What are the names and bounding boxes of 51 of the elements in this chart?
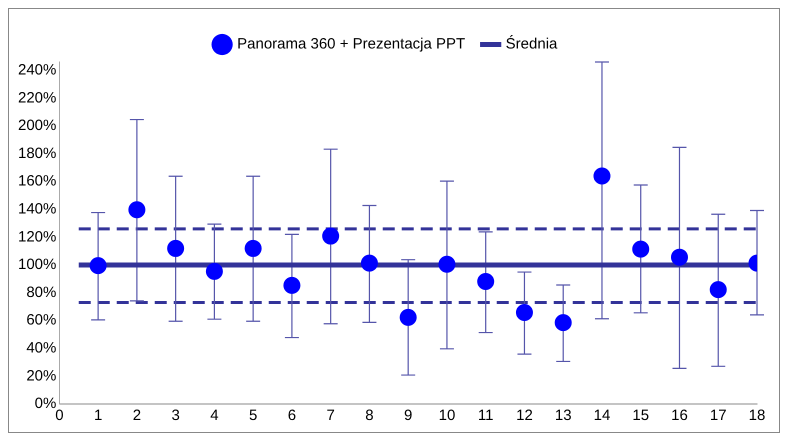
point	[400, 308, 417, 326]
y-tick-label: 20%	[26, 367, 56, 384]
y-tick-label: 160%	[18, 172, 56, 190]
y-tick-label: 220%	[18, 89, 56, 106]
x-tick-label: 16	[671, 407, 688, 424]
x-tick-label: 3	[171, 407, 180, 424]
point	[322, 228, 340, 245]
x-tick-label: 6	[288, 407, 296, 424]
legend-label: Średnia	[506, 34, 558, 53]
point	[128, 201, 146, 218]
y-tick-label: 60%	[26, 312, 56, 329]
x-tick-label: 9	[404, 407, 412, 424]
point	[710, 281, 727, 298]
x-tick-label: 4	[210, 407, 219, 424]
point	[90, 257, 107, 274]
y-tick-label: 180%	[18, 144, 56, 162]
y-tick-label: 200%	[18, 117, 56, 134]
point	[670, 248, 688, 266]
x-tick-label: 11	[478, 407, 494, 424]
point	[438, 256, 456, 273]
x-tick-label: 8	[365, 407, 374, 424]
x-tick-label: 14	[594, 407, 610, 424]
y-tick-label: 80%	[26, 284, 56, 301]
y-tick-label: 0%	[34, 395, 56, 412]
point	[206, 262, 223, 280]
point	[283, 276, 300, 294]
x-tick-label: 5	[248, 407, 258, 424]
x-tick-label: 2	[132, 407, 142, 424]
y-tick-label: 140%	[18, 200, 56, 218]
point	[554, 314, 572, 332]
point	[167, 240, 184, 257]
x-tick-label: 18	[748, 407, 766, 424]
point	[244, 240, 262, 257]
x-tick-label: 0	[55, 407, 64, 424]
x-tick-label: 15	[632, 407, 650, 424]
point	[516, 304, 533, 322]
x-tick-label: 13	[554, 407, 572, 424]
x-tick-label: 17	[710, 407, 727, 424]
point	[360, 254, 378, 272]
x-tick-label: 7	[326, 407, 335, 424]
x-tick-label: 1	[94, 407, 102, 424]
y-tick-label: 100%	[18, 256, 56, 274]
x-tick-label: 12	[516, 407, 533, 424]
point	[632, 240, 650, 258]
legend-label: Panorama 360 + Prezentacja PPT	[237, 36, 466, 53]
point	[593, 168, 610, 184]
x-tick-label: 10	[438, 407, 456, 424]
y-tick-label: 240%	[18, 61, 56, 78]
y-tick-label: 40%	[26, 340, 56, 357]
point	[477, 273, 494, 290]
y-tick-label: 120%	[18, 228, 56, 246]
